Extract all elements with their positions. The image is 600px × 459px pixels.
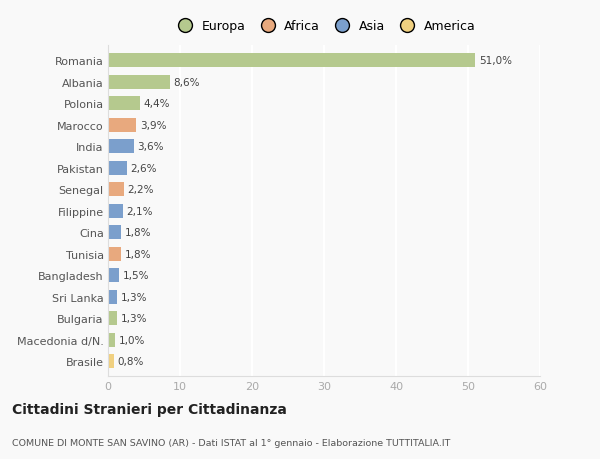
Text: 1,8%: 1,8%	[125, 228, 151, 238]
Bar	[108, 161, 127, 175]
Bar	[108, 290, 118, 304]
Text: 2,6%: 2,6%	[130, 163, 157, 173]
Text: 1,3%: 1,3%	[121, 292, 148, 302]
Text: 1,3%: 1,3%	[121, 313, 148, 324]
Text: 3,6%: 3,6%	[137, 142, 164, 152]
Bar	[108, 247, 121, 261]
Bar	[108, 354, 114, 368]
Bar	[108, 97, 140, 111]
Bar	[108, 183, 124, 196]
Bar	[108, 204, 123, 218]
Text: 1,8%: 1,8%	[125, 249, 151, 259]
Bar	[108, 75, 170, 90]
Legend: Europa, Africa, Asia, America: Europa, Africa, Asia, America	[173, 20, 475, 33]
Text: 0,8%: 0,8%	[118, 356, 144, 366]
Text: 1,5%: 1,5%	[122, 270, 149, 280]
Bar	[108, 226, 121, 240]
Bar	[108, 140, 134, 154]
Text: Cittadini Stranieri per Cittadinanza: Cittadini Stranieri per Cittadinanza	[12, 402, 287, 416]
Text: 8,6%: 8,6%	[173, 78, 200, 87]
Bar	[108, 54, 475, 68]
Bar	[108, 333, 115, 347]
Bar	[108, 269, 119, 282]
Bar	[108, 118, 136, 132]
Bar	[108, 312, 118, 325]
Text: COMUNE DI MONTE SAN SAVINO (AR) - Dati ISTAT al 1° gennaio - Elaborazione TUTTIT: COMUNE DI MONTE SAN SAVINO (AR) - Dati I…	[12, 438, 451, 447]
Text: 2,1%: 2,1%	[127, 206, 153, 216]
Text: 51,0%: 51,0%	[479, 56, 512, 66]
Text: 3,9%: 3,9%	[140, 120, 166, 130]
Text: 2,2%: 2,2%	[127, 185, 154, 195]
Text: 4,4%: 4,4%	[143, 99, 170, 109]
Text: 1,0%: 1,0%	[119, 335, 145, 345]
